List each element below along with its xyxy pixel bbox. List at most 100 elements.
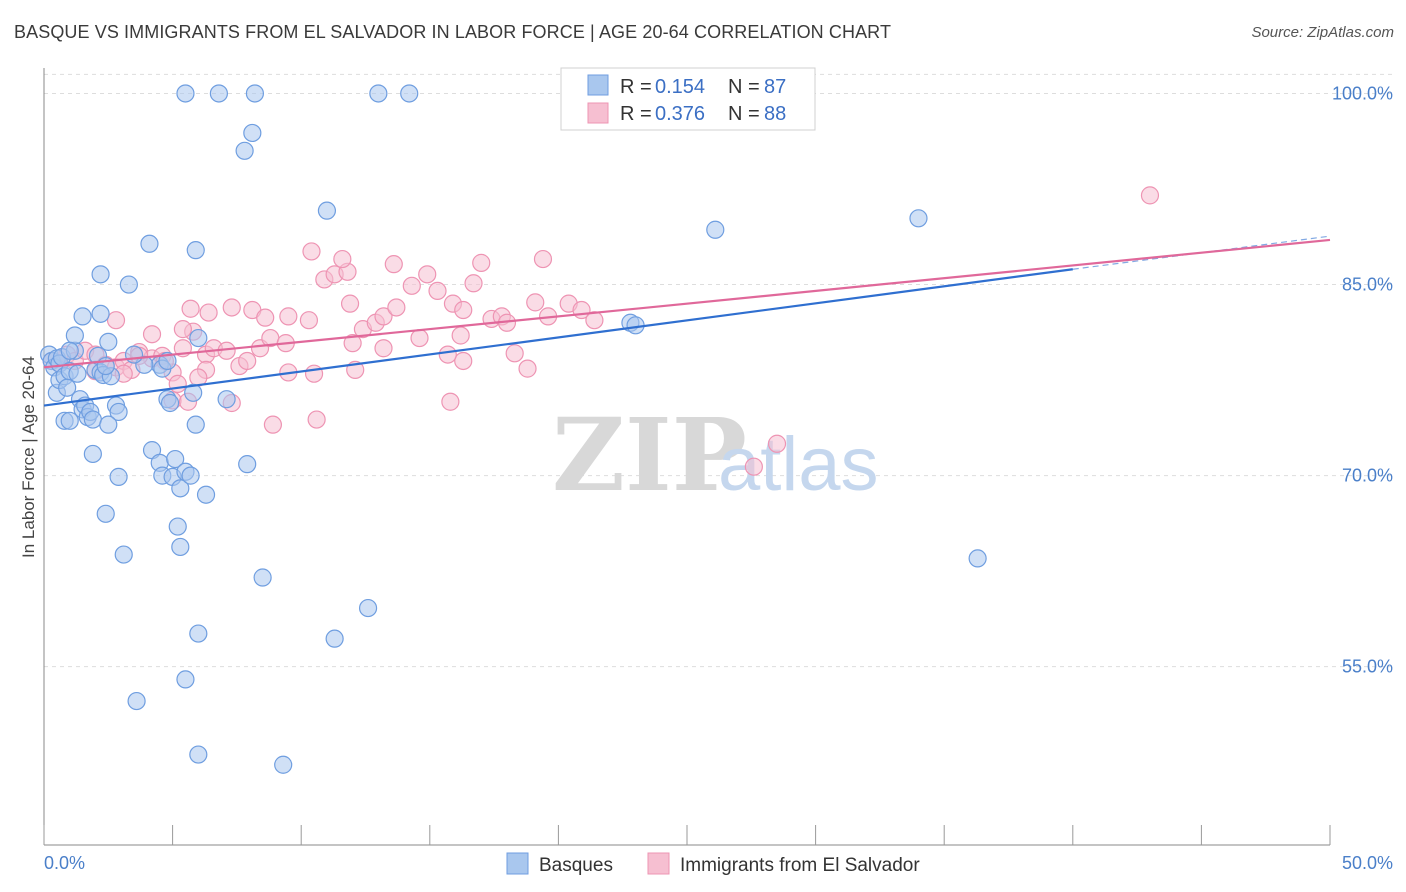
data-point-basques bbox=[109, 467, 128, 486]
data-point-basques bbox=[325, 629, 344, 648]
data-point-el-salvador bbox=[505, 344, 524, 363]
data-point-basques bbox=[196, 485, 216, 504]
data-point-el-salvador bbox=[472, 253, 491, 272]
data-point-basques bbox=[91, 304, 110, 323]
data-point-basques bbox=[171, 537, 190, 557]
data-point-el-salvador bbox=[533, 249, 553, 269]
legend-n-label-basques: N = bbox=[728, 76, 760, 98]
data-point-basques bbox=[189, 745, 208, 764]
bottom-legend-label-el-salvador: Immigrants from El Salvador bbox=[680, 855, 920, 876]
data-point-el-salvador bbox=[256, 308, 275, 327]
data-point-basques bbox=[83, 410, 102, 429]
data-point-basques bbox=[140, 234, 159, 253]
legend-r-label-el-salvador: R = bbox=[620, 103, 652, 125]
data-point-el-salvador bbox=[263, 415, 283, 434]
data-point-basques bbox=[706, 220, 725, 239]
legend-r-value-basques: 0.154 bbox=[655, 76, 705, 98]
data-point-el-salvador bbox=[410, 328, 429, 348]
data-point-el-salvador bbox=[585, 311, 604, 330]
data-point-basques bbox=[99, 332, 118, 351]
watermark-zip: ZIP bbox=[552, 396, 747, 514]
data-point-basques bbox=[158, 351, 177, 371]
watermark: ZIP atlas bbox=[552, 396, 879, 514]
legend-box: R = 0.154 N = 87 R = 0.376 N = 88 bbox=[560, 67, 816, 131]
data-point-el-salvador bbox=[307, 410, 326, 429]
y-tick-label: 55.0% bbox=[1342, 657, 1393, 677]
legend-r-label-basques: R = bbox=[620, 76, 652, 98]
data-point-el-salvador bbox=[199, 303, 218, 322]
x-tick-label-min: 0.0% bbox=[44, 853, 85, 873]
data-point-el-salvador bbox=[438, 345, 457, 364]
data-point-el-salvador bbox=[454, 351, 473, 371]
data-point-el-salvador bbox=[1140, 186, 1160, 205]
data-point-el-salvador bbox=[181, 299, 200, 318]
data-point-basques bbox=[184, 383, 203, 402]
legend-n-value-el-salvador: 88 bbox=[764, 103, 786, 125]
data-point-basques bbox=[358, 598, 378, 618]
data-point-el-salvador bbox=[343, 334, 362, 353]
data-point-basques bbox=[189, 328, 208, 348]
bottom-legend-swatch-basques bbox=[506, 852, 529, 875]
data-point-basques bbox=[96, 504, 115, 523]
data-point-basques bbox=[68, 364, 87, 383]
trend-line-basques-extension bbox=[1072, 235, 1331, 270]
y-tick-label: 85.0% bbox=[1342, 275, 1393, 295]
y-axis-title: In Labor Force | Age 20-64 bbox=[19, 356, 38, 558]
legend-swatch-el-salvador bbox=[587, 102, 609, 124]
data-point-basques bbox=[176, 670, 195, 689]
data-point-el-salvador bbox=[142, 325, 162, 344]
data-point-basques bbox=[181, 466, 200, 485]
legend-n-label-el-salvador: N = bbox=[728, 103, 760, 125]
data-point-el-salvador bbox=[374, 339, 393, 358]
data-point-el-salvador bbox=[279, 307, 298, 326]
source-label: Source: ZipAtlas.com bbox=[1251, 24, 1394, 41]
data-point-el-salvador bbox=[418, 265, 437, 284]
data-point-el-salvador bbox=[333, 249, 352, 269]
data-point-el-salvador bbox=[441, 392, 460, 411]
data-point-el-salvador bbox=[402, 276, 421, 295]
data-point-basques bbox=[238, 455, 257, 474]
trend-line-basques bbox=[43, 268, 1073, 407]
y-tick-label: 70.0% bbox=[1342, 466, 1393, 486]
data-point-basques bbox=[73, 307, 92, 326]
watermark-atlas: atlas bbox=[718, 422, 879, 507]
data-point-basques bbox=[91, 265, 110, 284]
data-point-basques bbox=[168, 517, 187, 536]
data-point-basques bbox=[243, 123, 262, 143]
y-tick-labels: 55.0% 70.0% 85.0% 100.0% bbox=[1332, 83, 1393, 676]
series-basques-points bbox=[40, 84, 987, 774]
data-point-basques bbox=[127, 691, 146, 711]
data-point-basques bbox=[99, 415, 118, 434]
data-point-basques bbox=[60, 411, 79, 430]
data-point-el-salvador bbox=[222, 298, 241, 317]
data-point-basques bbox=[83, 444, 102, 464]
y-tick-label: 100.0% bbox=[1332, 83, 1393, 103]
data-point-basques bbox=[968, 549, 987, 568]
data-point-el-salvador bbox=[384, 255, 403, 274]
data-point-basques bbox=[65, 326, 84, 345]
data-point-basques bbox=[400, 84, 419, 103]
data-point-basques bbox=[253, 568, 272, 587]
data-point-basques bbox=[171, 479, 190, 498]
legend-swatch-basques bbox=[587, 74, 609, 96]
data-point-el-salvador bbox=[428, 281, 447, 301]
bottom-legend-label-basques: Basques bbox=[539, 855, 613, 876]
data-point-basques bbox=[245, 84, 265, 103]
data-point-basques bbox=[60, 341, 79, 360]
trend-lines bbox=[43, 235, 1331, 407]
data-point-basques bbox=[124, 345, 144, 364]
data-point-el-salvador bbox=[387, 298, 406, 317]
data-point-basques bbox=[166, 449, 185, 469]
data-point-el-salvador bbox=[304, 364, 324, 383]
legend-n-value-basques: 87 bbox=[764, 76, 786, 98]
data-point-el-salvador bbox=[454, 300, 473, 320]
data-point-el-salvador bbox=[299, 311, 319, 330]
chart-title: BASQUE VS IMMIGRANTS FROM EL SALVADOR IN… bbox=[14, 22, 892, 42]
data-point-el-salvador bbox=[106, 311, 126, 330]
trend-line-el-salvador bbox=[43, 238, 1331, 369]
data-point-el-salvador bbox=[451, 326, 470, 345]
data-point-basques bbox=[274, 755, 293, 774]
data-point-basques bbox=[160, 393, 180, 413]
bottom-legend-swatch-el-salvador bbox=[647, 852, 670, 875]
bottom-legend: Basques Immigrants from El Salvador bbox=[506, 852, 920, 876]
